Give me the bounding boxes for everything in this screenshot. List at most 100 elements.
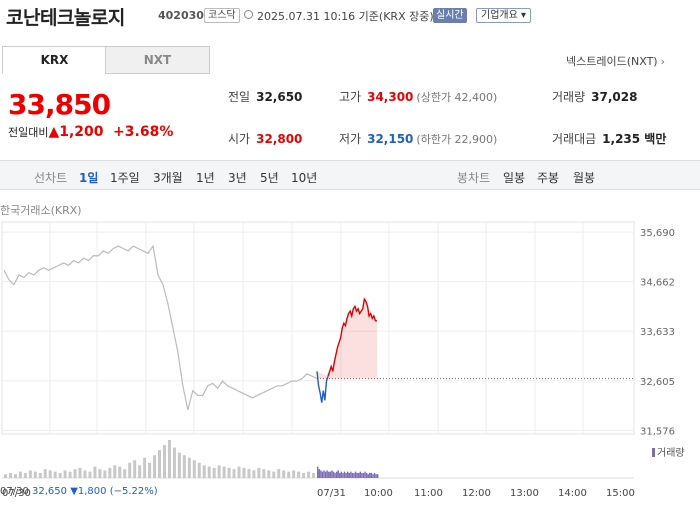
- volume-bar-today: [359, 471, 362, 478]
- volume-bar-prev: [58, 472, 62, 478]
- volume-bar-prev: [202, 465, 206, 478]
- volume-bar-prev: [113, 465, 117, 478]
- y-tick-label: 32,605: [640, 377, 675, 388]
- volume-bar-prev: [18, 471, 22, 478]
- volume-bar-prev: [158, 450, 162, 478]
- volume-bar-prev: [267, 470, 271, 478]
- volume-bar-today: [365, 472, 368, 478]
- volume-bar-today: [373, 472, 376, 478]
- volume-bar-today: [331, 470, 333, 478]
- y-tick-label: 35,690: [640, 228, 675, 239]
- stat-value: 34,300: [367, 90, 414, 104]
- x-tick-label: 13:00: [510, 488, 539, 499]
- period-5y[interactable]: 5년: [260, 171, 279, 185]
- volume-bar-prev: [43, 469, 47, 478]
- volume-bar-prev: [237, 466, 241, 478]
- clock-icon: [244, 10, 253, 19]
- volume-bar-today: [328, 471, 330, 478]
- tab-krx[interactable]: KRX: [2, 46, 107, 74]
- prev-day-summary: 07/30 32,650 ▼1,800 (−5.22%): [0, 486, 158, 497]
- chart-toolbar: 선차트 1일 1주일 3개월 1년 3년 5년 10년 봉차트 일봉 주봉 월봉: [0, 160, 700, 190]
- candle-weekly[interactable]: 주봉: [537, 171, 560, 185]
- x-tick-label: 07/30: [2, 488, 31, 499]
- volume-bar-prev: [262, 469, 266, 478]
- volume-bar-today: [337, 470, 339, 478]
- prev-change: ▼1,800 (−5.22%): [70, 486, 158, 497]
- candle-daily[interactable]: 일봉: [503, 171, 526, 185]
- volume-bar-prev: [13, 474, 17, 478]
- stat-prev: 전일 32,650: [228, 88, 302, 105]
- nxt-link-label[interactable]: 넥스트레이드(NXT): [566, 55, 658, 68]
- stat-label: 고가: [339, 90, 362, 104]
- volume-bar-prev: [162, 445, 166, 478]
- volume-bar-today: [370, 472, 373, 478]
- prev-session-line: [3, 244, 318, 411]
- y-tick-label: 34,662: [640, 278, 675, 289]
- volume-legend-label: 거래량: [657, 448, 685, 459]
- today-down-line: [316, 371, 329, 403]
- volume-bar-today: [372, 474, 374, 478]
- corp-info-dropdown[interactable]: 기업개요 ▾: [476, 8, 531, 23]
- volume-bar-prev: [4, 474, 7, 478]
- current-price: 33,850: [8, 88, 111, 121]
- quote-time: 2025.07.31 10:16 기준(KRX 장중): [257, 10, 434, 23]
- volume-bar-today: [335, 471, 338, 478]
- volume-bar-prev: [242, 467, 246, 478]
- nxt-link[interactable]: 넥스트레이드(NXT) ›: [566, 53, 665, 69]
- stat-value: 32,150: [367, 132, 414, 146]
- volume-bar-prev: [148, 462, 152, 478]
- stat-value: 32,800: [256, 132, 303, 146]
- x-tick-label: 12:00: [462, 488, 491, 499]
- period-3m[interactable]: 3개월: [153, 171, 183, 185]
- period-1w[interactable]: 1주일: [110, 171, 140, 185]
- volume-bar-prev: [38, 472, 42, 478]
- stat-value: 32,650: [256, 90, 303, 104]
- stat-label: 거래대금: [552, 132, 597, 146]
- volume-bar-today: [367, 474, 369, 478]
- volume-legend-swatch: [652, 448, 655, 457]
- volume-bar-prev: [197, 462, 201, 478]
- price-change: 전일대비▲1,200 +3.68%: [8, 124, 173, 140]
- volume-bar-prev: [277, 469, 281, 478]
- change-value: ▲1,200: [48, 124, 104, 140]
- candle-monthly[interactable]: 월봉: [573, 171, 596, 185]
- volume-bar-prev: [272, 471, 276, 478]
- volume-bar-today: [326, 470, 328, 478]
- period-3y[interactable]: 3년: [228, 171, 247, 185]
- stock-code: 402030: [158, 9, 204, 22]
- volume-bar-today: [362, 472, 365, 478]
- period-10y[interactable]: 10년: [291, 171, 318, 185]
- volume-bar-prev: [133, 460, 137, 478]
- volume-bar-today: [375, 474, 377, 478]
- stat-label: 전일: [228, 90, 251, 104]
- volume-bar-today: [350, 471, 352, 478]
- tab-nxt[interactable]: NXT: [105, 46, 210, 74]
- volume-bar-prev: [138, 465, 142, 478]
- volume-bar-prev: [128, 462, 132, 478]
- volume-bar-prev: [93, 466, 97, 478]
- line-chart-label: 선차트: [34, 171, 68, 185]
- period-1d[interactable]: 1일: [79, 171, 99, 185]
- volume-bar-prev: [297, 471, 301, 478]
- volume-bar-prev: [287, 471, 291, 478]
- volume-bar-prev: [83, 470, 87, 478]
- volume-bar-prev: [192, 460, 196, 478]
- volume-bar-today: [377, 474, 379, 478]
- volume-bar-today: [340, 471, 343, 478]
- volume-bar-today: [324, 471, 327, 478]
- volume-bar-prev: [63, 470, 67, 478]
- stat-amount: 거래대금 1,235 백만: [552, 130, 666, 147]
- period-1y[interactable]: 1년: [196, 171, 215, 185]
- volume-bar-today: [320, 470, 322, 478]
- volume-bar-prev: [177, 452, 181, 478]
- realtime-button[interactable]: 실시간: [433, 8, 467, 23]
- volume-bar-prev: [317, 471, 320, 478]
- change-percent: +3.68%: [113, 124, 174, 140]
- volume-bar-today: [358, 472, 360, 478]
- stat-label: 거래량: [552, 90, 586, 104]
- volume-bar-prev: [312, 472, 316, 478]
- stat-label: 저가: [339, 132, 362, 146]
- volume-bar-prev: [232, 469, 236, 478]
- volume-bar-today: [345, 472, 347, 478]
